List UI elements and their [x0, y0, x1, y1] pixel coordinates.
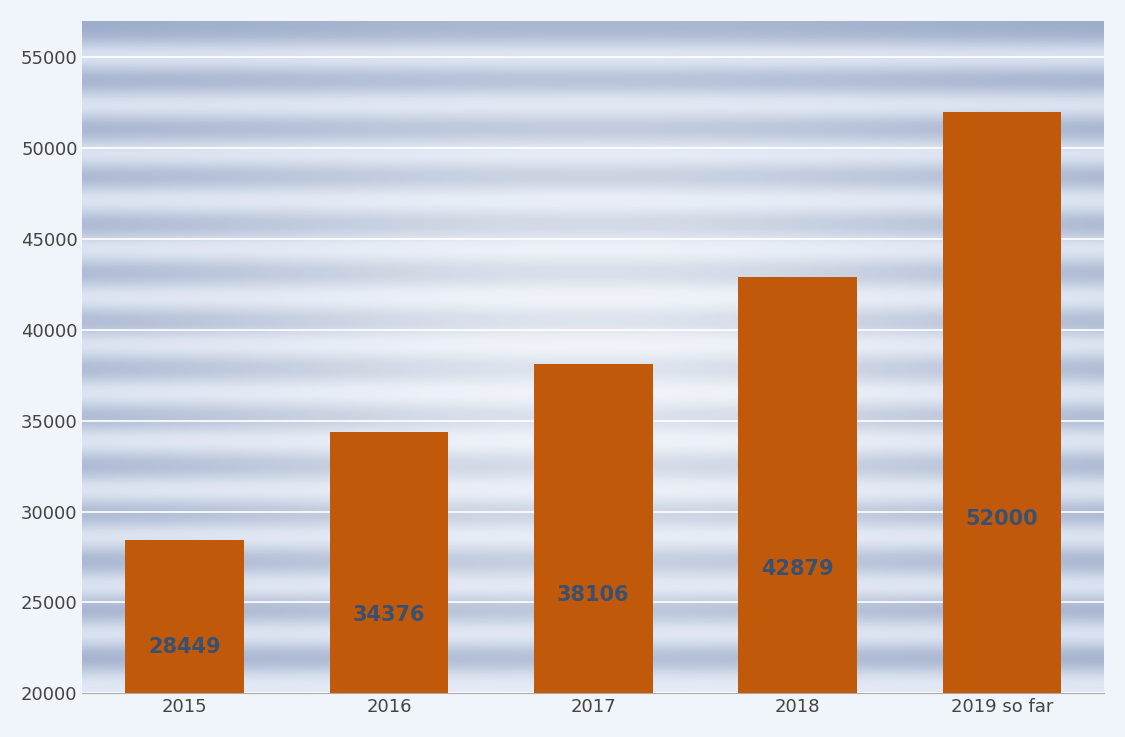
Bar: [943, 112, 1061, 737]
Text: 34376: 34376: [353, 605, 425, 625]
Text: 42879: 42879: [762, 559, 834, 579]
Bar: [534, 364, 652, 737]
Text: 52000: 52000: [965, 509, 1038, 529]
Text: 38106: 38106: [557, 584, 630, 604]
Bar: [330, 432, 448, 737]
Text: 28449: 28449: [148, 638, 220, 657]
Bar: [738, 278, 857, 737]
Bar: [125, 539, 244, 737]
